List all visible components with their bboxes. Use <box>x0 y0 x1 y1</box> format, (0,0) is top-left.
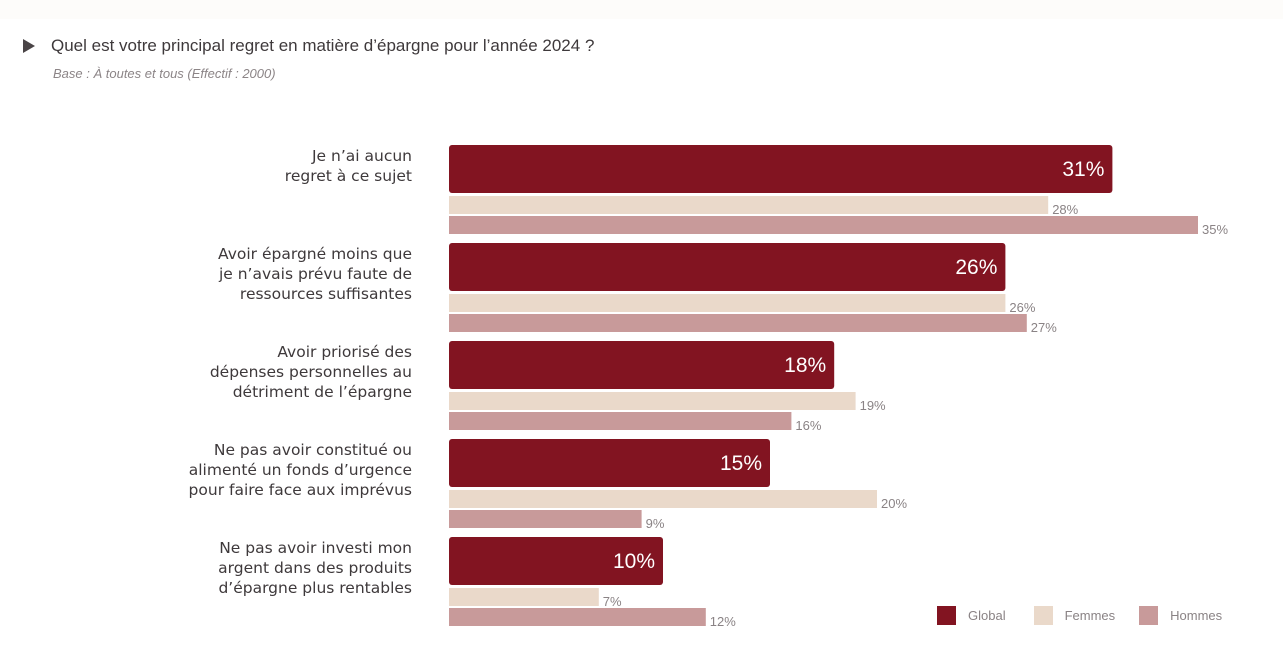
bar-hommes <box>449 510 642 528</box>
value-label-hommes: 9% <box>646 516 665 531</box>
bar-femmes <box>449 294 1006 312</box>
category-label: Avoir priorisé des dépenses personnelles … <box>210 343 412 401</box>
category-label-line: Je n’ai aucun <box>311 147 412 165</box>
value-label-global: 26% <box>955 256 997 279</box>
category-label-line: alimenté un fonds d’urgence <box>189 461 412 479</box>
legend-item-global: Global <box>937 606 1006 625</box>
bar-hommes <box>449 608 706 626</box>
category-label-line: Avoir épargné moins que <box>218 245 412 263</box>
legend-swatch-global <box>937 606 956 625</box>
value-label-global: 31% <box>1062 158 1104 181</box>
legend-swatch-hommes <box>1139 606 1159 625</box>
category-label-line: d’épargne plus rentables <box>218 579 412 597</box>
value-label-hommes: 27% <box>1031 320 1057 335</box>
legend-item-hommes: Hommes <box>1139 606 1222 625</box>
top-band <box>0 0 1283 19</box>
play-triangle-icon <box>23 39 35 53</box>
value-label-femmes: 26% <box>1009 300 1035 315</box>
legend-item-femmes: Femmes <box>1033 606 1116 625</box>
bar-global <box>449 537 663 585</box>
category-label-line: ressources suffisantes <box>240 285 412 303</box>
bar-femmes <box>449 196 1049 214</box>
bar-femmes <box>449 392 856 410</box>
value-label-global: 18% <box>784 354 826 377</box>
value-label-hommes: 16% <box>795 418 821 433</box>
category-label-line: détriment de l’épargne <box>233 383 412 401</box>
category-label-line: Ne pas avoir constitué ou <box>214 441 412 459</box>
category-label: Avoir épargné moins que je n’avais prévu … <box>218 245 412 303</box>
category-label-line: Avoir priorisé des <box>277 343 412 361</box>
category-label-line: regret à ce sujet <box>285 167 412 185</box>
category-label-line: dépenses personnelles au <box>210 363 412 381</box>
value-label-femmes: 20% <box>881 496 907 511</box>
legend-label-global: Global <box>968 608 1006 623</box>
category-label-line: Ne pas avoir investi mon <box>219 539 412 557</box>
category-label-line: pour faire face aux imprévus <box>189 481 412 499</box>
category-label: Ne pas avoir investi mon argent dans des … <box>218 539 412 597</box>
category-label-line: je n’avais prévu faute de <box>218 265 412 283</box>
value-label-global: 15% <box>720 452 762 475</box>
legend-label-femmes: Femmes <box>1064 608 1116 623</box>
value-label-hommes: 12% <box>710 614 736 629</box>
bar-global <box>449 145 1113 193</box>
category-label-line: argent dans des produits <box>218 559 412 577</box>
chart-subtitle: Base : À toutes et tous (Effectif : 2000… <box>53 66 276 81</box>
bar-hommes <box>449 216 1198 234</box>
bar-femmes <box>449 490 877 508</box>
question-header: Quel est votre principal regret en matiè… <box>23 36 594 56</box>
bar-global <box>449 439 770 487</box>
bar-hommes <box>449 412 792 430</box>
legend-label-hommes: Hommes <box>1170 608 1223 623</box>
chart-title: Quel est votre principal regret en matiè… <box>51 36 595 55</box>
value-label-hommes: 35% <box>1202 222 1228 237</box>
bar-global <box>449 243 1006 291</box>
bar-global <box>449 341 835 389</box>
bar-hommes <box>449 314 1027 332</box>
legend: Global Femmes Hommes <box>937 606 1244 625</box>
legend-swatch-femmes <box>1033 606 1053 625</box>
bar-femmes <box>449 588 599 606</box>
value-label-global: 10% <box>613 550 655 573</box>
value-label-femmes: 7% <box>603 594 622 609</box>
category-label: Ne pas avoir constitué ou alimenté un fon… <box>189 441 412 499</box>
value-label-femmes: 19% <box>860 398 886 413</box>
category-label: Je n’ai aucun regret à ce sujet <box>285 147 412 185</box>
value-label-femmes: 28% <box>1052 202 1078 217</box>
